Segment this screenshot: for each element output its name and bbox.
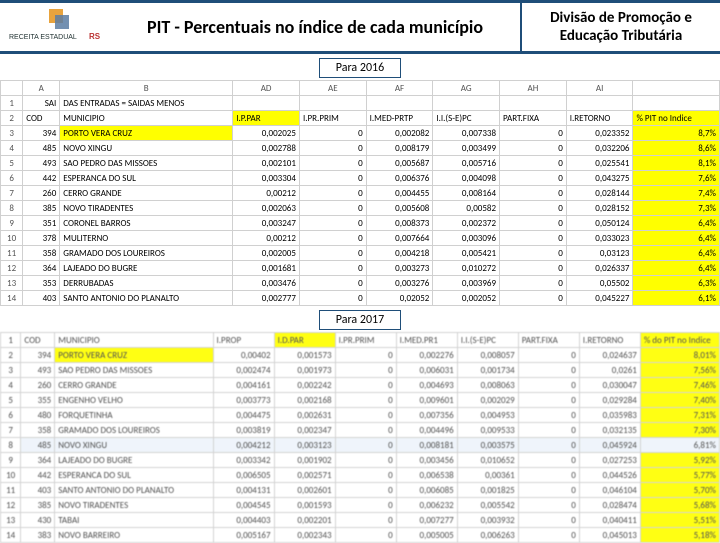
table-row: 6480FORQUETINHA0,0044750,00263100,007356… [1, 408, 720, 423]
svg-text:RECEITA ESTADUAL: RECEITA ESTADUAL [9, 34, 77, 41]
table-row: 11358GRAMADO DOS LOUREIROS0,00200500,004… [1, 246, 720, 261]
table-row: 5493SAO PEDRO DAS MISSOES0,00210100,0056… [1, 156, 720, 171]
table-row: 12385NOVO TIRADENTES0,0045450,00159300,0… [1, 498, 720, 513]
table-row: 13430TABAI0,0044030,00220100,0072770,003… [1, 513, 720, 528]
page-title: PIT - Percentuais no índice de cada muni… [110, 3, 520, 51]
table-row: 13353DERRUBADAS0,00347600,0032760,003969… [1, 276, 720, 291]
header-row-1: 1 SAI DAS ENTRADAS = SAIDAS MENOS [1, 96, 720, 111]
table-row: 3394PORTO VERA CRUZ0,00202500,0020820,00… [1, 126, 720, 141]
table-2016: AB ADAE AFAG AHAI 1 SAI DAS ENTRADAS = S… [0, 80, 720, 306]
table-row: 9351CORONEL BARROS0,00324700,0083730,002… [1, 216, 720, 231]
table-row: 14403SANTO ANTONIO DO PLANALTO0,00277700… [1, 291, 720, 306]
table-row: 2394PORTO VERA CRUZ0,004020,00157300,002… [1, 348, 720, 363]
table-row: 7358GRAMADO DOS LOUREIROS0,0038190,00234… [1, 423, 720, 438]
table-row: 14383NOVO BARREIRO0,0051670,00234300,005… [1, 528, 720, 543]
header-row-2017: 1 COD MUNICIPIO I.PROP I.D.PAR I.PR.PRIM… [1, 333, 720, 348]
table-row: 4485NOVO XINGU0,00278800,0081790,0034990… [1, 141, 720, 156]
logo: RECEITA ESTADUAL RS [0, 3, 110, 51]
header-right: Divisão de Promoção e Educação Tributári… [520, 3, 720, 51]
col-letters: AB ADAE AFAG AHAI [1, 81, 720, 96]
table-row: 10378MULITERNO0,0021200,0076640,00309600… [1, 231, 720, 246]
table-row: 4260CERRO GRANDE0,0041610,00224200,00469… [1, 378, 720, 393]
header-row-2: 2 COD MUNICIPIO I.P.PAR I.PR.PRIM I.MED-… [1, 111, 720, 126]
table-row: 5355ENGENHO VELHO0,0037730,00216800,0096… [1, 393, 720, 408]
table-row: 9364LAJEADO DO BUGRE0,0033420,00190200,0… [1, 453, 720, 468]
table-row: 8485NOVO XINGU0,0042120,00312300,0081810… [1, 438, 720, 453]
table-row: 7260CERRO GRANDE0,0021200,0044550,008164… [1, 186, 720, 201]
year-2017-label: Para 2017 [319, 310, 401, 330]
table-row: 10442ESPERANCA DO SUL0,0065050,00257100,… [1, 468, 720, 483]
header-bar: RECEITA ESTADUAL RS PIT - Percentuais no… [0, 0, 720, 54]
svg-text:RS: RS [89, 32, 101, 41]
table-2017: 1 COD MUNICIPIO I.PROP I.D.PAR I.PR.PRIM… [0, 332, 720, 543]
table-row: 11403SANTO ANTONIO DO PLANALTO0,0041310,… [1, 483, 720, 498]
table-row: 3493SAO PEDRO DAS MISSOES0,0024740,00197… [1, 363, 720, 378]
table-row: 6442ESPERANCA DO SUL0,00330400,0063760,0… [1, 171, 720, 186]
year-2016-label: Para 2016 [319, 58, 401, 78]
table-row: 8385NOVO TIRADENTES0,00206300,0056080,00… [1, 201, 720, 216]
table-row: 12364LAJEADO DO BUGRE0,00168100,0032730,… [1, 261, 720, 276]
